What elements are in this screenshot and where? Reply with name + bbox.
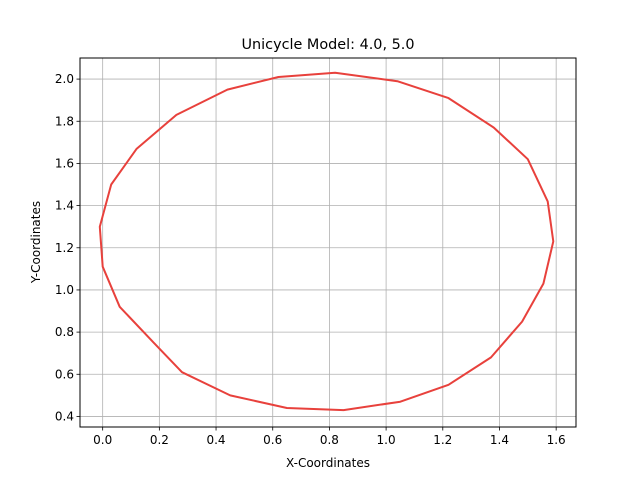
y-tick-label: 1.8 xyxy=(55,114,74,128)
y-tick-label: 0.8 xyxy=(55,325,74,339)
x-tick-label: 0.8 xyxy=(320,433,339,447)
y-tick-label: 0.4 xyxy=(55,409,74,423)
trajectory-series-line xyxy=(98,71,555,412)
x-tick-label: 0.2 xyxy=(150,433,169,447)
x-tick-label: 0.4 xyxy=(206,433,225,447)
x-tick-label: 0.6 xyxy=(263,433,282,447)
y-axis-label: Y-Coordinates xyxy=(29,201,43,284)
axis-ticks: 0.0 0.2 0.4 0.6 0.8 1.0 1.2 1.4 1.6 0.4 0.6 0.8 1.0 1… xyxy=(55,72,566,447)
x-tick-label: 1.2 xyxy=(433,433,452,447)
x-tick-label: 0.0 xyxy=(93,433,112,447)
y-tick-label: 2.0 xyxy=(55,72,74,86)
series-layer xyxy=(98,71,555,412)
y-tick-label: 1.4 xyxy=(55,199,74,213)
y-tick-label: 1.0 xyxy=(55,283,74,297)
x-tick-label: 1.6 xyxy=(547,433,566,447)
chart-title: Unicycle Model: 4.0, 5.0 xyxy=(242,37,415,53)
grid-lines xyxy=(80,58,576,427)
x-tick-label: 1.0 xyxy=(377,433,396,447)
y-tick-label: 0.6 xyxy=(55,367,74,381)
y-tick-label: 1.6 xyxy=(55,156,74,170)
y-tick-label: 1.2 xyxy=(55,241,74,255)
x-tick-label: 1.4 xyxy=(490,433,509,447)
x-axis-label: X-Coordinates xyxy=(286,456,370,470)
axes-frame xyxy=(79,57,577,428)
